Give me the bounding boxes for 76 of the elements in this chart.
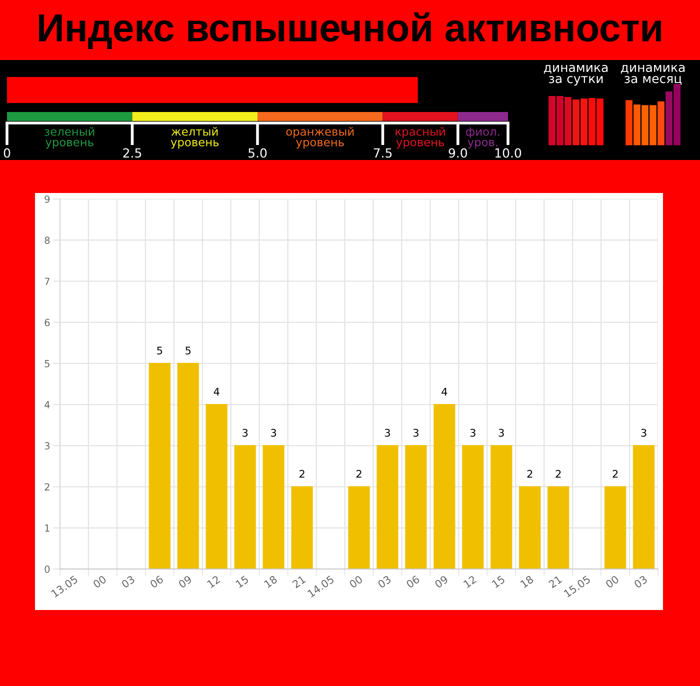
- x-tick-label: 03: [377, 575, 392, 588]
- data-label: 2: [527, 470, 532, 478]
- x-tick-label: 06: [406, 575, 420, 588]
- data-label: 5: [157, 346, 162, 354]
- bar: [604, 486, 626, 569]
- y-tick-label: 8: [44, 236, 50, 244]
- x-tick-label: 15: [492, 575, 506, 588]
- data-label: 4: [214, 388, 220, 396]
- x-tick-label: 9.0: [448, 148, 468, 158]
- band-label: желтый уровень: [170, 127, 219, 149]
- y-tick-label: 7: [44, 278, 50, 285]
- x-tick-label: 18: [264, 575, 278, 588]
- data-label: 3: [498, 428, 504, 437]
- bar: [291, 486, 313, 569]
- y-tick-label: 2: [44, 483, 50, 490]
- x-tick-label: 15: [235, 575, 249, 588]
- bar: [462, 445, 484, 569]
- x-tick-label: 00: [92, 575, 107, 588]
- y-tick-label: 0: [44, 565, 50, 573]
- x-tick-label: 12: [463, 575, 477, 588]
- data-label: 3: [413, 428, 418, 437]
- x-tick-label: 21: [292, 575, 306, 588]
- chart-title: динамика за сутки: [544, 64, 608, 86]
- bar: [376, 445, 398, 569]
- data-label: 3: [470, 428, 476, 437]
- x-tick-label: 00: [605, 575, 620, 588]
- y-tick-label: 1: [45, 524, 50, 532]
- x-tick-label: 7.5: [374, 148, 392, 158]
- x-tick-label: 09: [434, 575, 448, 588]
- bar: [234, 445, 256, 569]
- data-label: 2: [299, 470, 304, 478]
- y-tick-label: 5: [44, 360, 50, 368]
- band-label: оранжевый уровень: [286, 127, 354, 149]
- x-tick-label: 10.0: [495, 148, 522, 158]
- bar: [348, 486, 370, 569]
- band-label: зеленый уровень: [44, 127, 94, 149]
- data-label: 3: [242, 428, 248, 437]
- x-tick-label: 0: [4, 148, 10, 158]
- x-tick-label: 5.0: [248, 148, 267, 158]
- x-tick-label: 03: [634, 575, 648, 588]
- data-label: 2: [356, 470, 362, 478]
- bar: [490, 445, 512, 569]
- bar: [519, 486, 541, 569]
- data-label: 3: [641, 428, 646, 437]
- x-tick-label: 09: [178, 575, 192, 588]
- bar: [405, 445, 427, 569]
- data-label: 4: [442, 388, 448, 396]
- x-tick-label: 06: [149, 575, 164, 588]
- x-tick-label: 21: [548, 575, 562, 588]
- band-label: фиол. уров.: [466, 127, 500, 149]
- bar: [177, 362, 199, 569]
- chart-title: динамика за месяц: [620, 64, 685, 85]
- data-label: 5: [186, 346, 191, 354]
- bar: [262, 445, 284, 569]
- x-tick-label: 18: [520, 575, 534, 588]
- x-tick-label: 12: [206, 575, 220, 588]
- bar: [434, 404, 456, 569]
- bar: [658, 101, 664, 146]
- bar: [626, 100, 632, 146]
- bar: [206, 404, 228, 569]
- x-tick-label: 03: [121, 575, 136, 588]
- y-tick-label: 6: [44, 318, 50, 326]
- x-tick-label: 2.5: [123, 148, 142, 158]
- x-tick-label: 00: [348, 575, 364, 588]
- chart-title: Индекс вспышечной активности: [38, 12, 661, 50]
- y-tick-label: 3: [44, 442, 50, 450]
- data-label: 3: [384, 428, 390, 437]
- band-label: красный уровень: [396, 127, 445, 149]
- y-tick-label: 4: [44, 401, 50, 408]
- y-tick-label: 9: [44, 195, 50, 203]
- data-label: 3: [271, 428, 276, 437]
- bar: [148, 362, 170, 569]
- bar: [548, 486, 570, 569]
- bar: [632, 445, 655, 569]
- data-label: 2: [612, 470, 618, 478]
- data-label: 2: [556, 470, 561, 478]
